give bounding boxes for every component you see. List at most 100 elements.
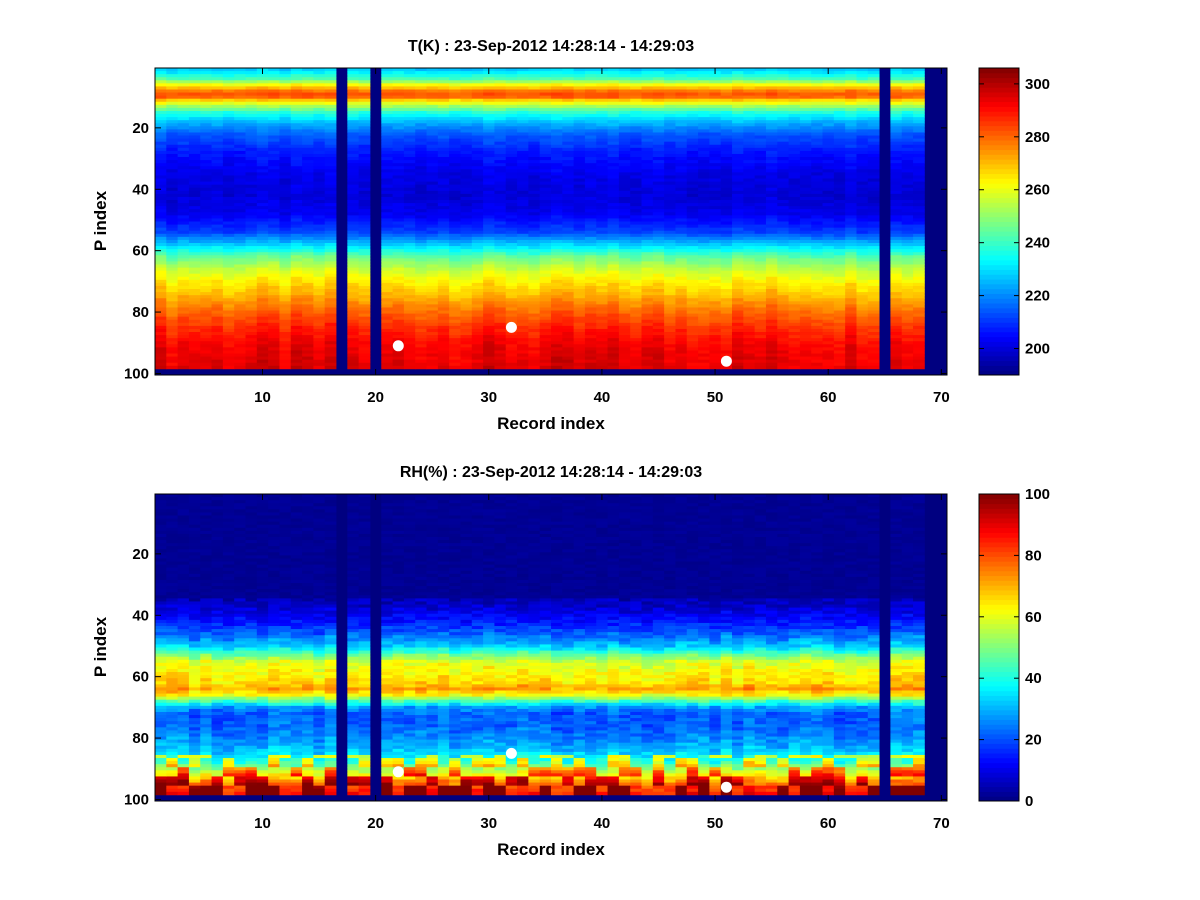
temperature-cell bbox=[268, 242, 280, 247]
temperature-cell bbox=[313, 193, 326, 198]
temperature-cell bbox=[392, 166, 405, 170]
temperature-cell bbox=[686, 249, 699, 253]
temperature-cell bbox=[222, 138, 235, 143]
temperature-cell bbox=[483, 341, 495, 345]
temperature-cell bbox=[664, 175, 676, 179]
temperature-cell bbox=[630, 282, 642, 287]
temperature-cell bbox=[234, 236, 246, 241]
temperature-cell bbox=[686, 86, 699, 90]
temperature-cell bbox=[426, 187, 439, 192]
temperature-cell bbox=[698, 344, 710, 348]
temperature-cell bbox=[732, 83, 744, 87]
temperature-cell bbox=[437, 221, 450, 225]
temperature-cell bbox=[562, 276, 575, 281]
temperature-cell bbox=[528, 285, 541, 290]
temperature-cell bbox=[279, 196, 292, 201]
temperature-cell bbox=[539, 292, 552, 296]
temperature-cell bbox=[720, 141, 733, 146]
temperature-cell bbox=[347, 289, 360, 293]
temperature-cell bbox=[290, 196, 303, 201]
temperature-cell bbox=[686, 322, 699, 327]
temperature-cell bbox=[222, 203, 235, 207]
temperature-cell bbox=[290, 298, 303, 302]
temperature-cell bbox=[256, 163, 269, 167]
temperature-cell bbox=[177, 218, 190, 222]
temperature-cell bbox=[698, 74, 710, 78]
temperature-cell bbox=[437, 338, 450, 342]
temperature-cell bbox=[732, 338, 744, 342]
temperature-cell bbox=[302, 126, 314, 130]
temperature-cell bbox=[358, 236, 371, 241]
temperature-cell bbox=[686, 190, 699, 195]
temperature-cell bbox=[596, 335, 608, 339]
temperature-cell bbox=[596, 150, 608, 155]
temperature-cell bbox=[641, 123, 654, 127]
temperature-cell bbox=[449, 203, 461, 207]
temperature-cell bbox=[279, 123, 292, 127]
temperature-cell bbox=[698, 114, 710, 118]
temperature-cell bbox=[709, 175, 722, 179]
temperature-cell bbox=[528, 187, 541, 192]
temperature-cell bbox=[347, 313, 360, 318]
temperature-cell bbox=[302, 255, 314, 259]
temperature-cell bbox=[155, 74, 167, 78]
temperature-cell bbox=[200, 138, 212, 143]
temperature-cell bbox=[268, 328, 280, 333]
temperature-cell bbox=[528, 292, 541, 296]
temperature-cell bbox=[675, 166, 688, 170]
temperature-cell bbox=[562, 319, 575, 324]
temperature-cell bbox=[539, 95, 552, 100]
temperature-cell bbox=[471, 350, 484, 354]
temperature-cell bbox=[358, 316, 371, 321]
temperature-cell bbox=[460, 301, 473, 305]
temperature-cell bbox=[222, 289, 235, 293]
temperature-cell bbox=[607, 292, 620, 296]
temperature-cell bbox=[686, 209, 699, 213]
temperature-cell bbox=[415, 101, 427, 106]
temperature-cell bbox=[528, 325, 541, 330]
temperature-cell bbox=[245, 221, 258, 225]
temperature-cell bbox=[347, 77, 360, 81]
temperature-cell bbox=[483, 338, 495, 342]
temperature-cell bbox=[618, 132, 631, 136]
temperature-cell bbox=[392, 249, 405, 253]
temperature-cell bbox=[664, 298, 676, 302]
temperature-cell bbox=[222, 206, 235, 210]
temperature-cell bbox=[505, 261, 518, 265]
temperature-cell bbox=[290, 126, 303, 130]
temperature-cell bbox=[437, 267, 450, 272]
temperature-cell bbox=[664, 273, 676, 278]
temperature-cell bbox=[449, 141, 461, 146]
temperature-cell bbox=[675, 338, 688, 342]
temperature-cell bbox=[302, 261, 314, 265]
temperature-cell bbox=[449, 89, 461, 93]
temperature-cell bbox=[743, 77, 756, 81]
temperature-cell bbox=[494, 187, 507, 192]
temperature-cell bbox=[302, 249, 314, 253]
temperature-cell bbox=[471, 338, 484, 342]
temperature-cell bbox=[517, 193, 529, 198]
temperature-cell bbox=[618, 267, 631, 272]
temperature-cell bbox=[211, 181, 224, 186]
temperature-cell bbox=[313, 126, 326, 130]
temperature-cell bbox=[155, 322, 167, 327]
temperature-cell bbox=[686, 166, 699, 170]
temperature-cell bbox=[732, 347, 744, 351]
temperature-cell bbox=[256, 298, 269, 302]
temperature-cell bbox=[494, 206, 507, 210]
temperature-cell bbox=[573, 193, 586, 198]
temperature-cell bbox=[268, 218, 280, 222]
temperature-cell bbox=[720, 169, 733, 173]
temperature-cell bbox=[460, 289, 473, 293]
temperature-cell bbox=[539, 86, 552, 90]
temperature-cell bbox=[188, 150, 201, 155]
temperature-cell bbox=[698, 163, 710, 167]
temperature-cell bbox=[664, 150, 676, 155]
temperature-cell bbox=[471, 135, 484, 140]
temperature-cell bbox=[302, 74, 314, 78]
temperature-cell bbox=[290, 203, 303, 207]
temperature-cell bbox=[720, 187, 733, 192]
temperature-cell bbox=[392, 310, 405, 314]
temperature-cell bbox=[618, 227, 631, 232]
temperature-cell bbox=[584, 227, 597, 232]
